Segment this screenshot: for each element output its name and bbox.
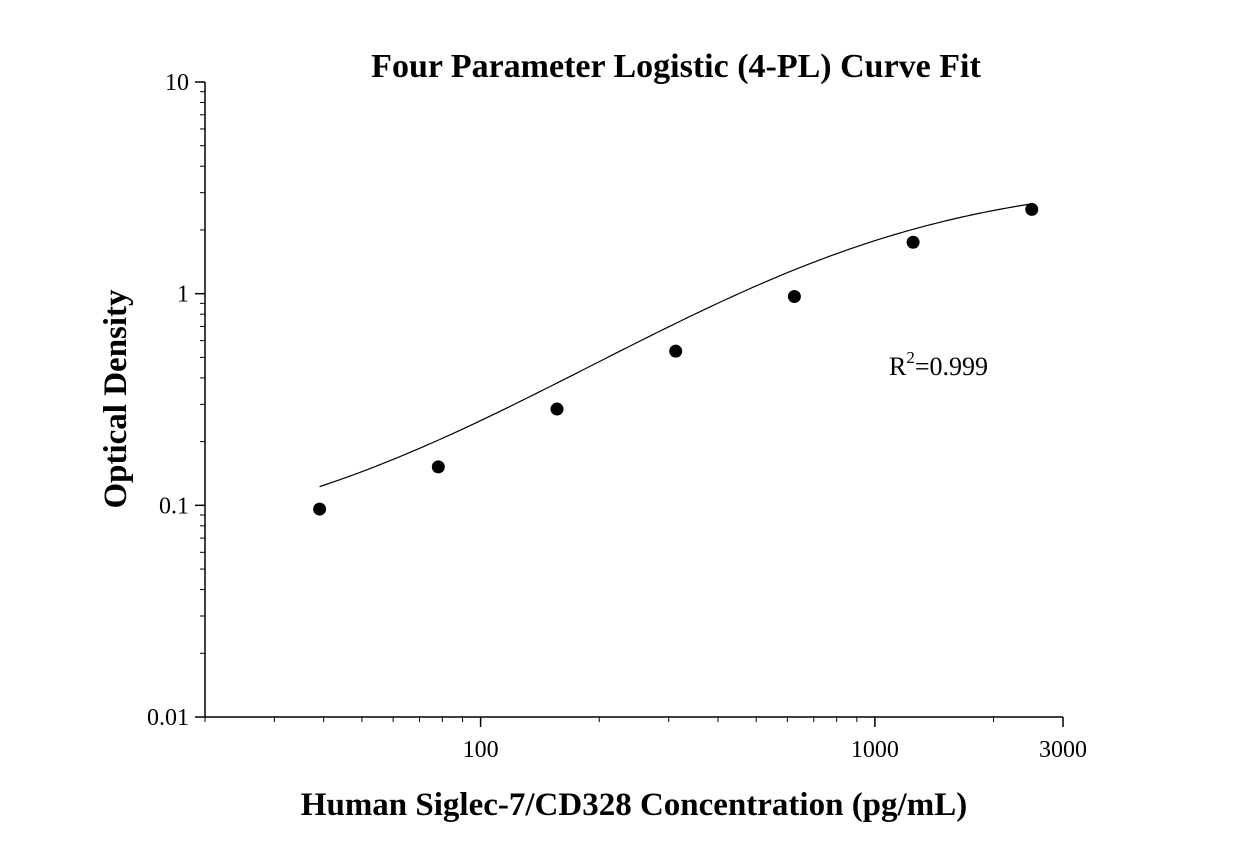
fit-curve-group	[319, 203, 1032, 488]
data-point	[669, 344, 683, 358]
y-tick-label: 10	[165, 70, 189, 96]
x-tick-label: 3000	[1039, 737, 1087, 763]
y-tick-label: 0.1	[159, 493, 189, 519]
major-ticks	[195, 81, 1064, 727]
r-squared-base: R	[889, 352, 907, 381]
fit-curve	[319, 203, 1032, 488]
data-point	[787, 289, 801, 303]
data-point	[1025, 202, 1039, 216]
tick-labels: 0.01 0.1 1 10 100 1000 3000	[147, 70, 1087, 763]
data-point	[906, 235, 920, 249]
r-squared-value: =0.999	[915, 352, 988, 381]
r-squared-sup: 2	[906, 348, 915, 367]
y-axis-title: Optical Density	[98, 289, 134, 509]
minor-ticks	[200, 91, 995, 722]
x-tick-label: 100	[463, 737, 499, 763]
data-points	[313, 202, 1039, 516]
data-point	[550, 402, 564, 416]
chart-title: Four Parameter Logistic (4-PL) Curve Fit	[371, 48, 981, 85]
axes	[204, 82, 1063, 718]
y-tick-label: 0.01	[147, 705, 189, 731]
x-axis-title: Human Siglec-7/CD328 Concentration (pg/m…	[301, 787, 967, 823]
x-tick-label: 1000	[851, 737, 899, 763]
r-squared-annotation: R2=0.999	[889, 348, 988, 381]
data-point	[431, 460, 445, 474]
y-tick-label: 1	[177, 282, 189, 308]
data-point	[313, 502, 327, 516]
